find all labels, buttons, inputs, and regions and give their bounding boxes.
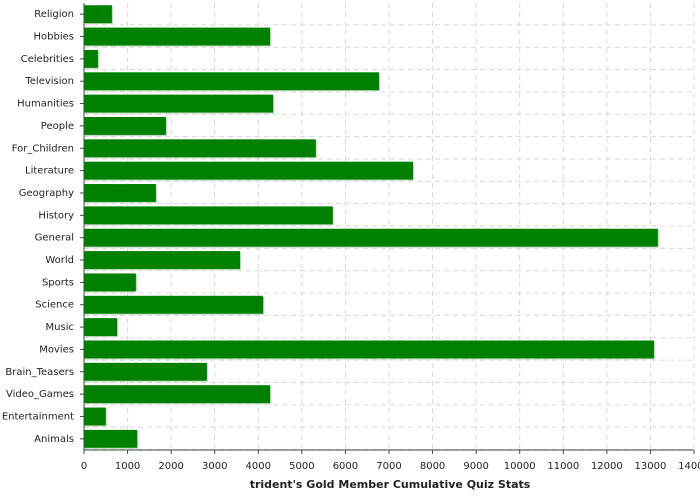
bar <box>84 206 333 225</box>
x-tick-label: 11000 <box>547 461 579 472</box>
bar <box>84 5 112 24</box>
x-tick-label: 4000 <box>246 461 271 472</box>
bar <box>84 251 240 269</box>
y-tick-label: Movies <box>39 344 74 355</box>
x-tick-label: 14000 <box>678 461 700 472</box>
y-tick-label: History <box>38 210 74 221</box>
bar <box>84 318 118 337</box>
x-tick-label: 0 <box>81 461 87 472</box>
y-tick-label: Geography <box>19 188 74 199</box>
y-tick-label: Television <box>24 76 74 87</box>
bar <box>84 228 658 247</box>
x-tick-label: 10000 <box>504 461 536 472</box>
y-tick-label: Music <box>46 322 74 333</box>
bar <box>84 27 271 46</box>
x-tick-label: 3000 <box>202 461 227 472</box>
y-tick-label: For_Children <box>12 143 74 154</box>
x-tick-label: 9000 <box>463 461 488 472</box>
y-tick-label: Religion <box>34 9 74 20</box>
y-tick-label: Hobbies <box>34 32 74 43</box>
bar <box>84 184 156 202</box>
y-tick-label: Humanities <box>17 99 74 110</box>
x-axis-label: trident's Gold Member Cumulative Quiz St… <box>250 478 531 491</box>
y-tick-label: Video_Games <box>6 389 74 400</box>
x-tick-label: 1000 <box>115 461 140 472</box>
bar <box>84 362 207 381</box>
x-tick-label: 6000 <box>333 461 358 472</box>
bar <box>84 295 264 314</box>
y-tick-label: Entertainment <box>2 411 74 422</box>
x-tick-label: 7000 <box>376 461 401 472</box>
bar <box>84 139 316 158</box>
x-tick-label: 5000 <box>289 461 314 472</box>
bar <box>84 429 138 448</box>
x-tick-label: 8000 <box>420 461 445 472</box>
bar <box>84 49 98 68</box>
bar <box>84 385 271 404</box>
y-tick-label: Celebrities <box>21 54 74 65</box>
y-tick-label: Science <box>35 300 74 311</box>
bar <box>84 161 413 180</box>
y-tick-label: Literature <box>25 166 74 177</box>
bar <box>84 94 274 113</box>
x-tick-label: 12000 <box>591 461 623 472</box>
y-tick-label: People <box>41 121 74 132</box>
y-tick-label: World <box>45 255 74 266</box>
bar <box>84 116 166 135</box>
y-tick-label: Sports <box>42 277 74 288</box>
bar <box>84 273 136 292</box>
bar <box>84 407 106 426</box>
bar <box>84 340 654 359</box>
y-tick-label: General <box>35 233 74 244</box>
bar <box>84 72 379 91</box>
x-tick-label: 2000 <box>158 461 183 472</box>
y-tick-label: Animals <box>34 434 74 445</box>
x-tick-label: 13000 <box>635 461 667 472</box>
y-tick-label: Brain_Teasers <box>5 367 74 378</box>
